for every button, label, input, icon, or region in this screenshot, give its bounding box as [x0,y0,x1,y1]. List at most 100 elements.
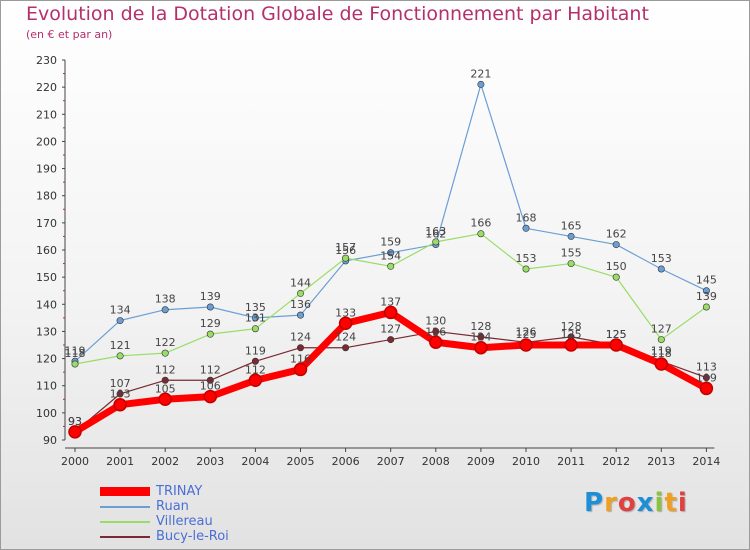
y-tick-label: 210 [36,108,57,121]
data-label: 134 [110,304,131,317]
x-tick-label: 2006 [332,455,360,468]
x-tick-label: 2008 [422,455,450,468]
data-label: 139 [696,290,717,303]
data-label: 93 [68,415,82,428]
x-tick-label: 2012 [602,455,630,468]
y-tick-label: 200 [36,135,57,148]
legend-swatch [100,505,150,508]
data-label: 127 [651,323,672,336]
data-point [296,344,304,352]
chart-subtitle: (en € et par an) [26,28,113,41]
data-label: 126 [425,325,446,338]
data-label: 157 [335,241,356,254]
data-label: 150 [606,260,627,273]
data-label: 136 [290,298,311,311]
data-label: 159 [380,236,401,249]
x-tick-label: 2003 [196,455,224,468]
x-tick-label: 2005 [287,455,315,468]
logo-letter: t [664,488,678,518]
data-point [702,287,710,295]
data-label: 144 [290,276,311,289]
data-label: 125 [606,328,627,341]
data-label: 124 [470,331,491,344]
logo-letter: x [636,488,655,518]
data-point [251,357,259,365]
data-point [657,336,665,344]
data-point [654,357,669,371]
data-point [161,376,169,384]
data-label: 128 [561,320,582,333]
data-label: 112 [200,363,221,376]
data-point [251,325,259,333]
data-label: 121 [110,339,131,352]
legend-swatch [100,520,150,523]
data-point [612,241,620,249]
data-point [71,360,79,368]
x-tick-label: 2009 [467,455,495,468]
data-label: 113 [696,361,717,374]
data-label: 133 [335,306,356,319]
data-point [293,362,308,377]
data-point [206,376,214,384]
data-point [387,262,395,270]
y-tick-label: 110 [36,380,57,393]
proxiti-logo: Proxiti [584,488,688,518]
data-label: 153 [651,252,672,265]
data-label: 162 [606,228,627,241]
data-point [383,305,398,320]
data-point [519,338,533,352]
y-tick-label: 230 [36,54,57,67]
y-tick-label: 220 [36,81,57,94]
data-point [477,80,485,88]
data-label: 155 [561,247,582,260]
y-tick-label: 190 [36,163,57,176]
data-point [113,397,127,412]
data-label: 154 [380,249,401,262]
series-line-ruan [74,83,708,362]
data-point [342,254,350,262]
data-label: 122 [155,336,176,349]
data-label: 106 [200,380,221,393]
data-label: 128 [470,320,491,333]
legend-swatch [100,535,150,538]
data-label: 119 [65,344,86,357]
y-tick-label: 170 [36,217,57,230]
data-point [522,224,530,232]
data-label: 107 [110,377,131,390]
data-point [474,340,488,355]
y-tick-label: 150 [36,271,57,284]
data-point [342,344,350,352]
data-point [116,352,124,360]
data-point [477,333,485,341]
data-label: 221 [470,67,491,80]
data-point [702,374,710,382]
data-point [612,273,620,281]
data-point [68,425,82,439]
data-label: 165 [561,219,582,232]
data-label: 124 [335,331,356,344]
data-label: 105 [155,382,176,395]
data-point [609,338,623,352]
data-label: 168 [516,211,537,224]
data-point [116,390,124,398]
data-point [296,311,304,319]
data-point [203,389,218,404]
data-label: 125 [516,328,537,341]
data-label: 125 [561,328,582,341]
logo-letter: i [677,488,688,518]
chart-axes: 90 100 110 120 130 140 150 160 170 180 190 200 210 22… [36,54,720,468]
y-tick-label: 130 [36,325,57,338]
data-point [387,249,395,257]
y-tick-label: 180 [36,190,57,203]
x-tick-label: 2000 [61,455,89,468]
data-label: 145 [696,274,717,287]
chart-title: Evolution de la Dotation Globale de Fonc… [26,3,649,25]
data-point [567,232,575,240]
data-label: 109 [696,371,717,384]
data-label: 116 [290,352,311,365]
x-tick-label: 2007 [377,455,405,468]
data-label: 125 [606,328,627,341]
data-point [161,349,169,357]
logo-letter: P [584,488,605,518]
data-label: 135 [245,301,266,314]
